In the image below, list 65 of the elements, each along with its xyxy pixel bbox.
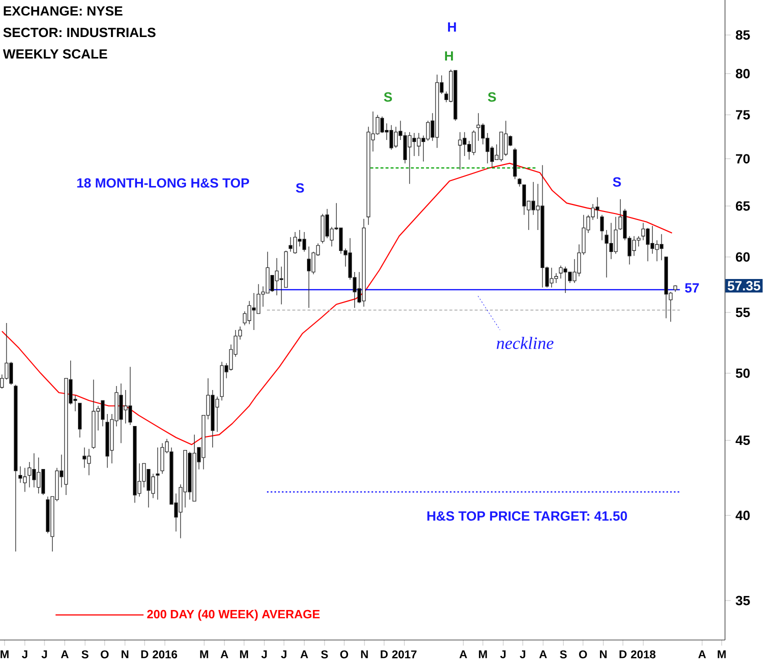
x-tick-label: D [620,650,627,658]
annotation: EXCHANGE: NYSE [4,6,122,16]
x-tick-label: M [200,650,208,658]
y-tick-label: 50 [736,368,750,378]
x-tick-label: N [361,650,368,658]
y-tick-label: 35 [736,596,750,606]
line-series [1,162,673,446]
annotation: SECTOR: INDUSTRIALS [3,28,156,38]
x-tick-label: J [500,650,506,658]
y-tick-label: 85 [736,30,750,40]
x-tick-label: M [478,650,487,658]
y-tick-label: 55 [736,308,750,318]
x-tick-label: A [459,650,468,658]
y-tick-label: 40 [736,510,750,520]
x-tick-label: O [340,650,348,658]
x-tick-label: D [141,650,148,658]
annotation: S [384,92,392,102]
y-tick-label: 75 [736,110,750,120]
annotation: S [296,183,304,193]
annotation: H&S TOP PRICE TARGET: 41.50 [427,511,627,521]
x-tick-label: A [698,650,706,658]
x-tick-label: J [42,650,47,658]
x-tick-label: 2016 [152,650,178,658]
annotation: H [448,22,456,32]
x-tick-label: M [718,650,726,658]
x-tick-label: D [380,650,388,658]
x-tick-label: S [560,650,567,658]
x-tick-label: S [82,650,88,658]
x-tick-label: O [100,650,109,658]
annotation: 18 MONTH-LONG H&S TOP [77,178,250,188]
x-tick-label: N [122,650,128,658]
candlestick [156,447,160,500]
y-tick-label: 80 [736,68,750,78]
annotation: S [488,92,496,102]
x-tick-label: A [300,650,308,658]
x-tick-label: J [22,650,28,658]
x-tick-label: A [60,650,69,658]
candlestick [600,214,604,241]
annotation: 57.35 [728,281,760,291]
annotation: 57 [685,283,699,293]
y-tick-label: 70 [736,154,750,164]
y-tick-label: 65 [736,201,750,211]
x-tick-label: S [321,650,328,658]
x-tick-label: O [579,650,587,658]
y-tick-label: 60 [736,252,750,262]
annotation: WEEKLY SCALE [2,49,108,59]
x-tick-label: 2017 [392,650,416,658]
x-tick-label: 2018 [631,650,656,658]
text: 200 DAY (40 WEEK) AVERAGE [147,610,320,621]
annotation: neckline [496,336,554,350]
x-tick-label: M [0,650,9,658]
candlestick [518,178,522,188]
x-tick-label: N [600,650,607,658]
candlestick [476,112,480,142]
x-tick-label: J [261,650,267,658]
x-tick-label: A [539,650,547,658]
candlestick [513,148,517,180]
candlestick [274,258,279,296]
x-tick-label: A [220,650,228,658]
x-tick-label: J [520,650,526,658]
annotation: H [445,51,453,61]
y-tick-label: 45 [736,436,750,445]
annotation: S [612,177,621,187]
x-tick-label: M [240,650,248,658]
x-tick-label: J [281,650,286,658]
